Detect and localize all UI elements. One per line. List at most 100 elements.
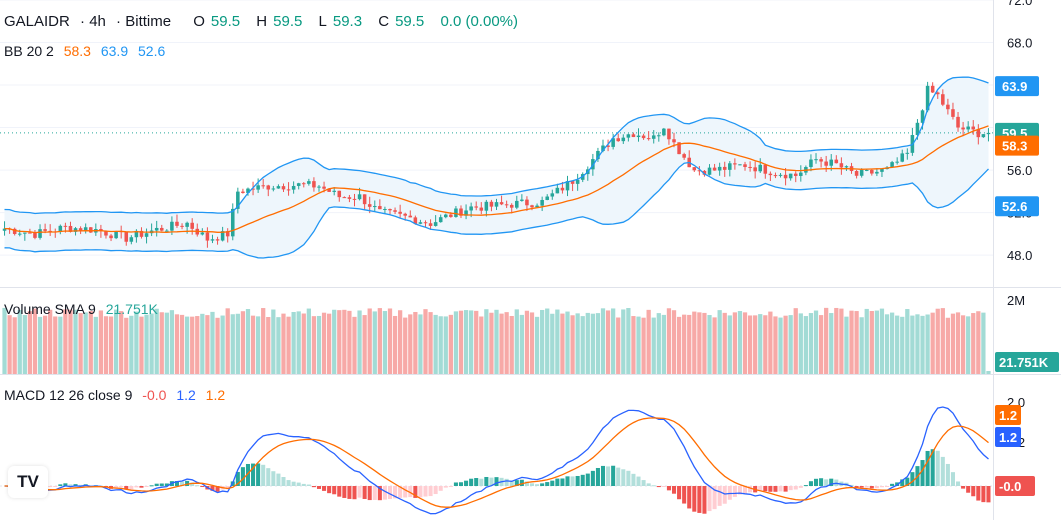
- candle-body: [276, 186, 281, 189]
- macd-hist-bar: [316, 486, 322, 489]
- candle-body: [733, 163, 737, 165]
- volume-bar: [63, 309, 68, 374]
- candle: [682, 152, 686, 160]
- candle-body: [286, 189, 291, 191]
- volume-bar: [793, 308, 798, 374]
- bb-lower-line: [4, 161, 989, 259]
- candle: [114, 230, 118, 240]
- candle-body: [124, 232, 129, 242]
- macd-hist-bar: [636, 476, 641, 486]
- candle: [504, 200, 509, 209]
- candle-body: [210, 239, 215, 241]
- volume-bar: [463, 310, 469, 374]
- candle-body: [961, 127, 965, 130]
- candle: [12, 227, 17, 236]
- volume-bar: [413, 311, 418, 374]
- candle: [814, 153, 818, 164]
- candle-body: [783, 174, 788, 179]
- candle: [956, 111, 960, 132]
- candle: [530, 204, 534, 211]
- macd-hist-bar: [758, 486, 763, 491]
- candle: [484, 199, 489, 217]
- macd-hist-bar: [403, 486, 408, 498]
- candle-body: [43, 229, 47, 231]
- bb-upper-line: [4, 76, 989, 215]
- volume-bar: [534, 316, 540, 374]
- volume-bar: [200, 313, 205, 374]
- macd-hist-bar: [768, 486, 773, 492]
- candle-body: [509, 204, 514, 208]
- candle: [438, 214, 443, 223]
- candle: [210, 234, 215, 244]
- candle-body: [33, 232, 37, 238]
- macd-hist-bar: [357, 486, 362, 498]
- macd-hist-bar: [671, 486, 677, 494]
- tradingview-logo-icon[interactable]: TV: [8, 466, 48, 498]
- bb-lower-value: 52.6: [138, 43, 166, 59]
- candle-body: [378, 206, 382, 210]
- candle-body: [565, 181, 570, 191]
- candle-body: [236, 191, 240, 209]
- volume-bar: [722, 312, 727, 374]
- candle: [657, 132, 661, 142]
- macd-hist-bar: [692, 486, 697, 512]
- macd-signal-value: 1.2: [205, 387, 226, 403]
- macd-hist-bar: [159, 483, 164, 486]
- volume-bar: [2, 307, 7, 374]
- volume-bar: [935, 308, 940, 374]
- macd-hist-bar: [849, 484, 854, 486]
- volume-bar: [458, 310, 464, 374]
- volume-bar: [27, 311, 33, 374]
- candle-body: [550, 193, 555, 197]
- macd-hist-bar: [956, 481, 961, 486]
- candle-body: [312, 181, 316, 188]
- macd-hist-bar: [910, 472, 915, 486]
- volume-bar: [327, 313, 332, 374]
- volume-bar: [555, 309, 560, 374]
- candle-body: [58, 225, 63, 232]
- macd-hist-bar: [961, 486, 966, 489]
- candle: [83, 223, 88, 234]
- volume-bar: [139, 316, 144, 374]
- volume-bar: [134, 311, 139, 374]
- volume-bar: [808, 313, 814, 374]
- macd-hist-bar: [829, 478, 834, 486]
- candle: [545, 194, 549, 201]
- candle: [976, 124, 981, 145]
- macd-hist-bar: [940, 456, 945, 486]
- macd-hist-bar: [433, 486, 438, 495]
- volume-bar: [661, 314, 666, 374]
- macd-hist-bar: [235, 471, 240, 486]
- candle: [205, 227, 210, 248]
- volume-bar: [423, 309, 428, 374]
- candle-body: [946, 104, 950, 110]
- volume-bar: [971, 313, 976, 374]
- volume-bar: [519, 314, 524, 374]
- candle-body: [702, 170, 707, 175]
- volume-bar: [803, 316, 809, 374]
- bb-legend: BB 20 2 58.3 63.9 52.6: [4, 43, 171, 59]
- candle-body: [307, 181, 311, 184]
- volume-bar: [443, 316, 448, 374]
- macd-tag-label: 1.2: [999, 430, 1017, 445]
- candle-body: [646, 138, 651, 140]
- volume-bar: [524, 310, 530, 374]
- candle-body: [165, 230, 169, 232]
- candle-body: [28, 232, 32, 234]
- candle: [276, 184, 281, 189]
- volume-bar: [286, 316, 291, 374]
- candle-body: [367, 204, 372, 207]
- macd-hist-bar: [560, 478, 565, 486]
- macd-hist-bar: [398, 486, 403, 498]
- volume-bar: [798, 313, 803, 374]
- price-tag-label: 63.9: [1002, 79, 1027, 94]
- macd-hist-bar: [900, 479, 905, 486]
- macd-hist-bar: [306, 484, 311, 486]
- volume-bar: [489, 312, 494, 374]
- candle-body: [641, 135, 646, 139]
- macd-hist-bar: [256, 463, 261, 486]
- candle-body: [657, 135, 661, 137]
- candle: [870, 168, 874, 176]
- bb-band-fill: [4, 77, 989, 258]
